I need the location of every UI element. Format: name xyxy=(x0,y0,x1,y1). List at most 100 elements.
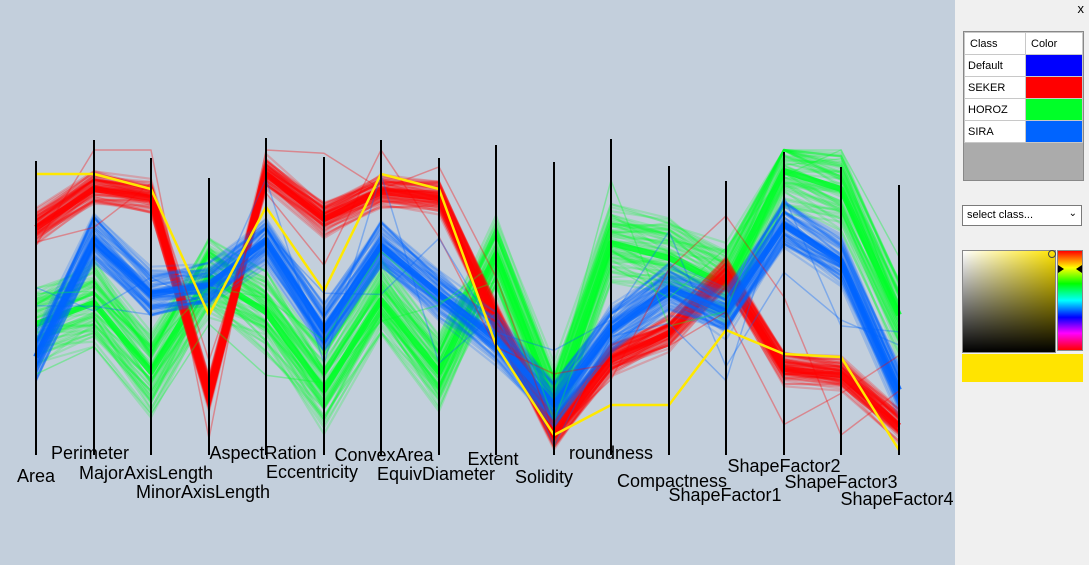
chart-area: Area Perimeter MajorAxisLength MinorAxisLen… xyxy=(0,0,955,565)
axis-label-aspectration: AspectRation xyxy=(209,443,316,463)
series-line-seker xyxy=(35,163,900,418)
series-line-sira xyxy=(35,213,901,396)
series-core-seker xyxy=(34,171,901,438)
series-line-sira xyxy=(35,234,901,413)
series-line-sira xyxy=(35,211,901,405)
series-line-seker xyxy=(35,159,900,423)
class-name: Default xyxy=(964,54,1026,77)
color-column-header: Color xyxy=(1025,32,1083,55)
hue-slider[interactable] xyxy=(1057,250,1083,351)
series-line-horoz xyxy=(35,187,900,435)
close-button[interactable]: x xyxy=(1077,1,1085,16)
class-row-default[interactable]: Default xyxy=(964,54,1083,77)
series-line-seker xyxy=(35,167,900,425)
series-line-sira xyxy=(34,240,901,419)
series-line-sira xyxy=(35,210,900,386)
series-line-horoz xyxy=(35,188,901,422)
series-line-horoz xyxy=(35,197,901,423)
series-line-horoz xyxy=(35,176,901,410)
picker-marker-icon[interactable] xyxy=(1048,250,1056,258)
chevron-down-icon: ⌄ xyxy=(1068,208,1077,219)
axis-label-solidity: Solidity xyxy=(515,467,573,487)
axis-label-minoraxislength: MinorAxisLength xyxy=(136,482,270,502)
color-swatch-fill xyxy=(1026,121,1082,142)
series-line-horoz xyxy=(35,180,900,439)
color-swatch[interactable] xyxy=(1025,54,1083,77)
color-swatch[interactable] xyxy=(1025,120,1083,143)
series-line-sira xyxy=(35,209,900,391)
series-line-sira xyxy=(35,226,900,412)
series-line-horoz xyxy=(35,171,900,419)
saturation-value-picker[interactable] xyxy=(962,250,1056,353)
series-line-sira xyxy=(35,216,901,393)
series-line-horoz xyxy=(35,148,901,402)
series-line-sira xyxy=(34,241,901,428)
series-line-horoz xyxy=(35,212,901,429)
axis-label-area: Area xyxy=(17,466,56,486)
series-line-seker xyxy=(35,167,900,429)
series-line-sira xyxy=(35,199,900,386)
series-line-sira xyxy=(34,211,901,398)
series-line-sira xyxy=(35,223,900,403)
series-line-sira xyxy=(35,201,901,385)
series-line-horoz xyxy=(35,179,901,408)
series-line-horoz xyxy=(35,183,900,433)
axis-label-shapefactor3: ShapeFactor3 xyxy=(784,472,897,492)
series-line-seker xyxy=(35,188,900,446)
series-line-sira xyxy=(35,199,900,395)
class-color-table: Class Color Default SEKER HOROZ xyxy=(963,31,1084,181)
series-line-horoz xyxy=(35,191,900,428)
series-line-sira xyxy=(35,230,901,429)
series-line-horoz xyxy=(35,175,901,428)
axis-label-shapefactor2: ShapeFactor2 xyxy=(727,456,840,476)
axis-label-eccentricity: Eccentricity xyxy=(266,462,358,482)
series-line-seker xyxy=(35,159,900,426)
series-line-sira xyxy=(35,210,900,400)
series-line-sira xyxy=(35,234,900,426)
series-line-horoz xyxy=(35,148,900,379)
series-line-horoz xyxy=(35,204,900,434)
parallel-coordinates-chart: Area PerimeterMajorAxisLengthMinorAxisLen… xyxy=(17,138,954,509)
series-line-sira xyxy=(35,242,901,424)
class-row-seker[interactable]: SEKER xyxy=(964,76,1083,99)
color-swatch[interactable] xyxy=(1025,98,1083,121)
series-line-sira xyxy=(35,201,901,385)
series-line-sira xyxy=(35,242,900,421)
series-line-sira xyxy=(34,210,900,389)
series-line-seker xyxy=(35,166,900,424)
class-select-dropdown[interactable]: select class... ⌄ xyxy=(962,205,1082,226)
series-line-horoz xyxy=(35,176,900,425)
side-panel: x Class Color Default SEKER HOROZ xyxy=(955,0,1089,565)
series-line-sira xyxy=(35,234,901,419)
series-line-sira xyxy=(34,205,901,397)
series-line-sira xyxy=(35,238,900,418)
class-name: SEKER xyxy=(964,76,1026,99)
series-line-sira xyxy=(35,232,900,419)
series-line-sira xyxy=(35,232,900,421)
class-name: HOROZ xyxy=(964,98,1026,121)
series-line-sira xyxy=(35,236,901,421)
series-line-seker xyxy=(35,165,900,423)
series-core-sira xyxy=(33,222,902,408)
series-line-seker xyxy=(35,165,900,423)
color-swatch-fill xyxy=(1026,99,1082,120)
series-line-sira xyxy=(34,202,900,395)
hue-marker-left-icon[interactable] xyxy=(1058,265,1064,273)
class-select-value: select class... xyxy=(967,209,1034,221)
axis-label-shapefactor1: ShapeFactor1 xyxy=(668,485,781,505)
class-row-sira[interactable]: SIRA xyxy=(964,120,1083,143)
color-swatch[interactable] xyxy=(1025,76,1083,99)
axis-label-majoraxislength: MajorAxisLength xyxy=(79,463,213,483)
series-line-seker xyxy=(35,163,900,421)
series-line-sira xyxy=(34,237,901,419)
axis-label-extent: Extent xyxy=(467,449,518,469)
axes-layer xyxy=(35,138,900,455)
class-row-horoz[interactable]: HOROZ xyxy=(964,98,1083,121)
series-line-sira xyxy=(35,237,901,428)
series-line-horoz xyxy=(35,182,900,428)
outlier-line xyxy=(35,149,900,440)
axis-label-convexarea: ConvexArea xyxy=(334,445,434,465)
outlier-line xyxy=(35,230,900,368)
hue-marker-right-icon[interactable] xyxy=(1076,265,1082,273)
color-swatch-fill xyxy=(1026,55,1082,76)
